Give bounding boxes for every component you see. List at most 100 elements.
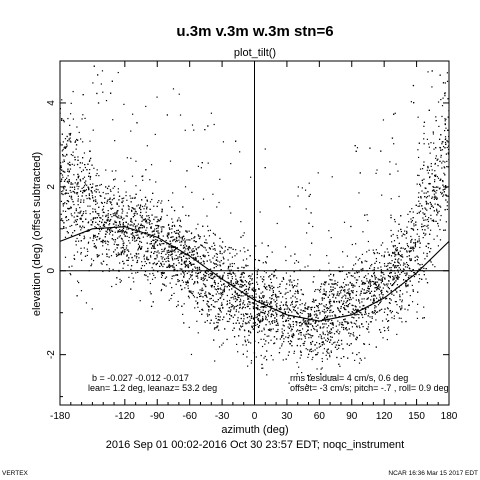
scatter-point — [65, 216, 67, 219]
scatter-point — [328, 307, 330, 310]
scatter-point — [163, 250, 165, 252]
scatter-point — [397, 252, 399, 255]
scatter-point — [273, 343, 275, 345]
scatter-point — [267, 310, 270, 312]
scatter-point — [331, 323, 333, 325]
scatter-point — [145, 105, 147, 108]
scatter-point — [191, 124, 194, 126]
scatter-point — [208, 276, 210, 278]
scatter-point — [273, 274, 275, 276]
scatter-point — [167, 199, 170, 202]
scatter-point — [397, 259, 399, 261]
scatter-point — [262, 291, 264, 293]
scatter-point — [294, 296, 296, 298]
scatter-point — [240, 221, 242, 223]
scatter-point — [188, 230, 190, 232]
scatter-point — [351, 326, 354, 328]
scatter-point — [245, 290, 247, 293]
scatter-point — [206, 260, 208, 262]
scatter-point — [191, 271, 193, 273]
scatter-point — [432, 219, 435, 221]
scatter-point — [287, 336, 289, 339]
scatter-point — [108, 228, 110, 230]
scatter-point — [240, 236, 242, 238]
scatter-point — [276, 305, 278, 307]
scatter-point — [440, 214, 442, 217]
scatter-point — [76, 185, 78, 187]
scatter-point — [434, 174, 436, 177]
scatter-point — [374, 295, 376, 297]
scatter-point — [93, 235, 95, 237]
scatter-point — [247, 330, 250, 333]
scatter-point — [319, 291, 321, 293]
scatter-point — [207, 271, 209, 273]
scatter-point — [383, 283, 385, 285]
scatter-point — [415, 221, 417, 223]
scatter-point — [195, 258, 198, 260]
scatter-point — [378, 283, 380, 285]
scatter-point — [158, 234, 160, 236]
scatter-point — [110, 201, 112, 203]
scatter-point — [445, 153, 448, 155]
scatter-point — [317, 288, 319, 291]
scatter-point — [427, 247, 430, 249]
scatter-point — [400, 308, 402, 311]
scatter-point — [69, 113, 72, 115]
scatter-point — [217, 325, 219, 327]
scatter-point — [60, 166, 62, 168]
scatter-point — [116, 202, 118, 204]
scatter-point — [367, 323, 370, 325]
scatter-point — [96, 172, 98, 175]
scatter-point — [376, 288, 378, 290]
scatter-point — [330, 286, 332, 288]
scatter-point — [73, 258, 76, 260]
scatter-point — [94, 190, 96, 192]
scatter-point — [365, 275, 367, 277]
scatter-point — [337, 339, 340, 341]
scatter-point — [288, 284, 291, 286]
scatter-point — [361, 253, 364, 256]
scatter-point — [412, 269, 414, 271]
scatter-point — [342, 303, 344, 306]
scatter-point — [267, 245, 269, 247]
scatter-point — [202, 299, 205, 302]
scatter-point — [346, 329, 348, 331]
scatter-point — [171, 232, 173, 234]
scatter-point — [71, 198, 73, 201]
scatter-point — [144, 260, 146, 263]
scatter-point — [92, 259, 95, 262]
scatter-point — [91, 222, 94, 224]
scatter-point — [170, 245, 172, 248]
scatter-point — [405, 284, 407, 286]
scatter-point — [404, 263, 406, 265]
scatter-point — [61, 174, 64, 176]
scatter-point — [160, 202, 162, 204]
scatter-point — [266, 350, 268, 352]
scatter-point — [347, 321, 349, 323]
scatter-point — [346, 323, 349, 325]
scatter-point — [343, 289, 345, 291]
scatter-point — [296, 361, 298, 364]
scatter-point — [138, 229, 140, 231]
scatter-point — [327, 332, 329, 334]
scatter-point — [189, 274, 192, 276]
scatter-point — [294, 305, 296, 308]
scatter-point — [317, 307, 319, 309]
scatter-point — [69, 168, 72, 170]
scatter-point — [193, 257, 195, 259]
scatter-point — [331, 319, 333, 322]
scatter-point — [406, 250, 408, 252]
scatter-point — [365, 313, 367, 315]
scatter-point — [333, 342, 335, 344]
scatter-point — [338, 333, 340, 335]
scatter-point — [296, 291, 298, 293]
scatter-point — [87, 163, 89, 165]
scatter-point — [376, 311, 378, 314]
scatter-point — [116, 277, 118, 279]
scatter-point — [191, 293, 194, 295]
scatter-point — [270, 330, 272, 332]
scatter-point — [63, 160, 65, 162]
scatter-point — [196, 320, 198, 322]
scatter-point — [127, 249, 129, 251]
scatter-point — [153, 262, 156, 264]
